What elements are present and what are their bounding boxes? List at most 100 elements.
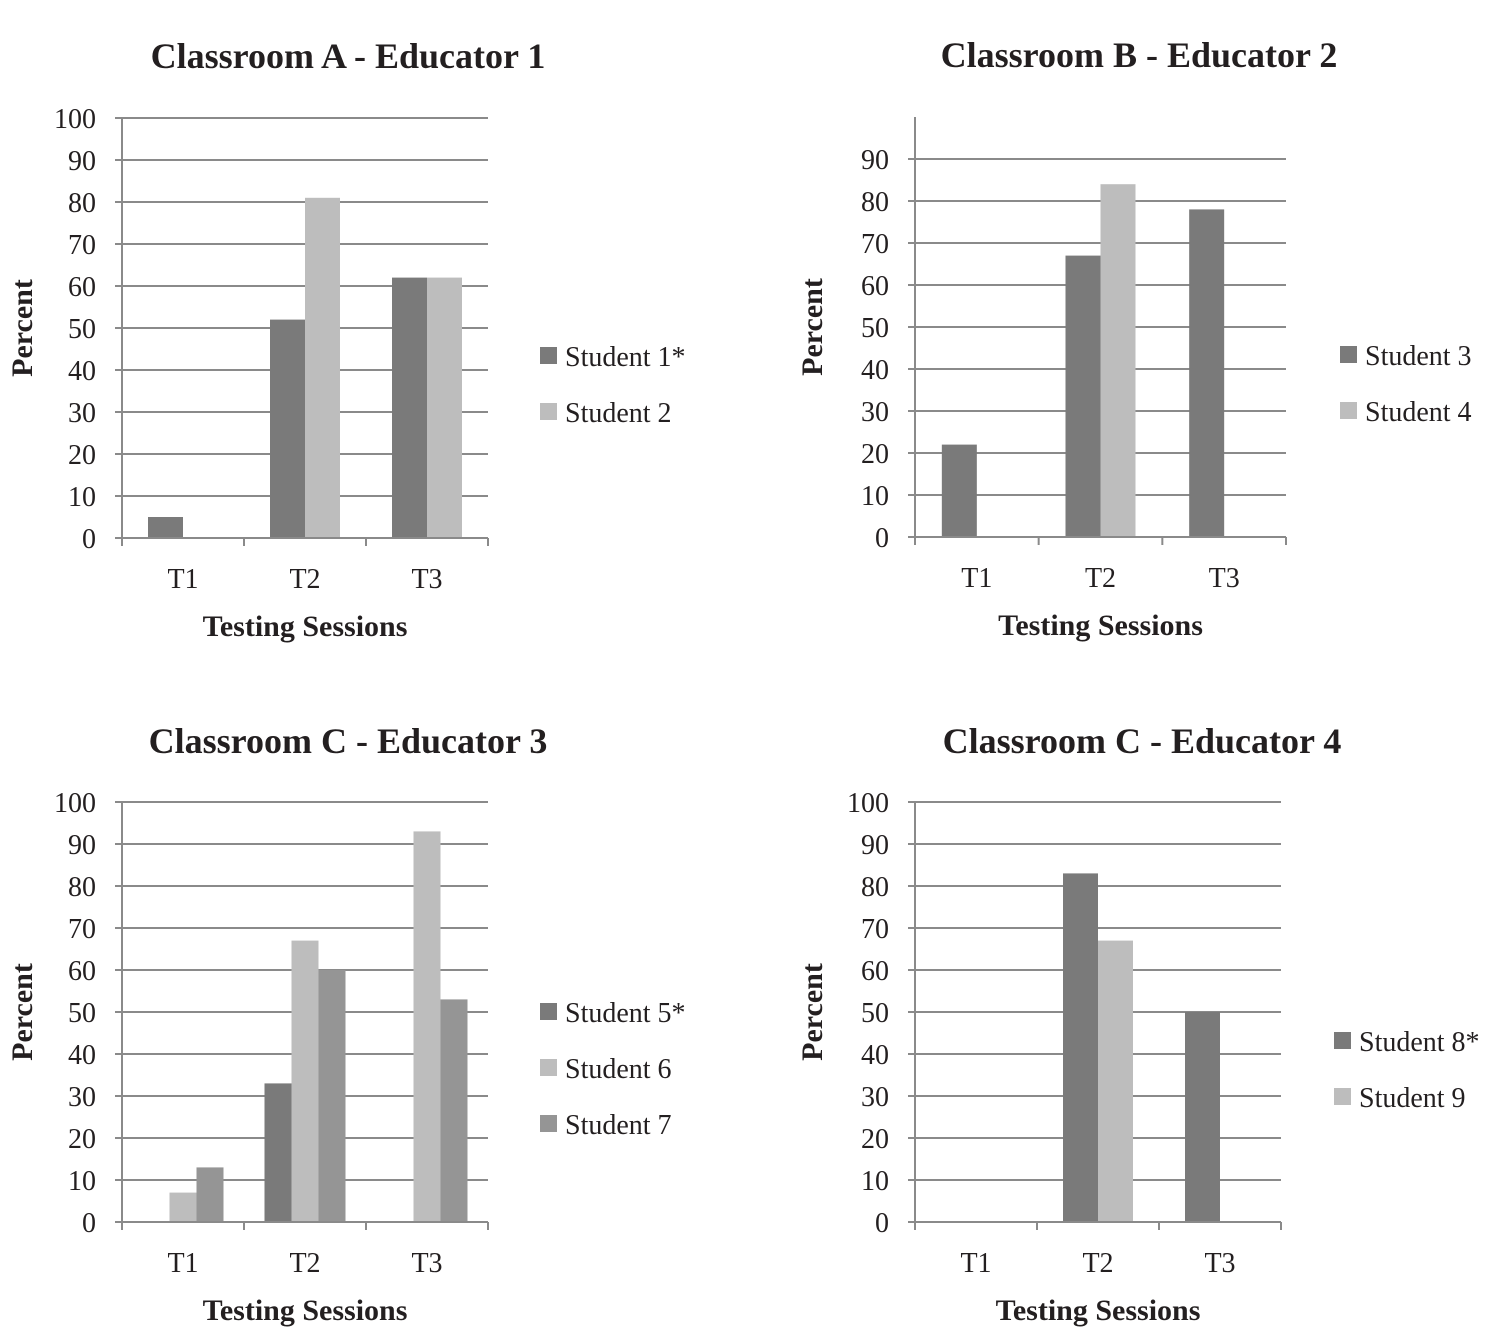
y-tick-label: 80 [861, 187, 889, 218]
y-axis-title: Percent [6, 963, 39, 1061]
legend-label: Student 7 [565, 1110, 672, 1141]
x-tick-label: T1 [961, 563, 992, 594]
bar [305, 197, 340, 539]
legend-swatch [1334, 1032, 1351, 1049]
y-tick-label: 50 [68, 314, 96, 345]
y-tick-label: 80 [861, 872, 889, 903]
bar [196, 1167, 224, 1222]
chart-title: Classroom A - Educator 1 [151, 36, 546, 76]
bar [1065, 255, 1101, 537]
chart-panel: Classroom C - Educator 3 0 10 20 30 40 50 60 70 8… [6, 721, 686, 1327]
y-tick-label: 100 [54, 788, 96, 819]
x-tick-label: T3 [411, 564, 442, 595]
y-tick-label: 0 [82, 1208, 96, 1239]
y-tick-label: 50 [68, 998, 96, 1029]
y-tick-label: 20 [68, 1124, 96, 1155]
x-axis-title: Testing Sessions [203, 1294, 408, 1327]
x-tick-label: T1 [167, 1248, 198, 1279]
y-tick-label: 90 [861, 145, 889, 176]
chart-panel: Classroom C - Educator 4 0 10 20 30 40 50 60 70 8… [796, 721, 1480, 1327]
bar [1098, 940, 1133, 1222]
y-tick-label: 80 [68, 872, 96, 903]
y-tick-label: 70 [68, 914, 96, 945]
y-tick-label: 30 [861, 1082, 889, 1113]
bar [413, 831, 441, 1222]
bar [318, 970, 346, 1222]
y-tick-label: 10 [68, 1166, 96, 1197]
x-tick-label: T3 [1209, 563, 1240, 594]
bar [1063, 873, 1098, 1222]
chart-panel: Classroom A - Educator 1 0 10 20 30 40 50 60 70 8… [6, 36, 686, 643]
bar [291, 940, 319, 1222]
legend-swatch [540, 1115, 557, 1132]
x-tick-label: T1 [960, 1248, 991, 1279]
bar [440, 999, 468, 1222]
y-tick-label: 60 [68, 956, 96, 987]
x-tick-label: T2 [289, 564, 320, 595]
legend-swatch [540, 1003, 557, 1020]
y-tick-label: 80 [68, 188, 96, 219]
bar [392, 277, 427, 538]
legend-label: Student 1* [565, 342, 686, 373]
legend-label: Student 5* [565, 998, 686, 1029]
legend-label: Student 2 [565, 398, 672, 429]
y-tick-label: 30 [861, 397, 889, 428]
chart-panel: Classroom B - Educator 2 0 10 20 30 40 50 60 70 8… [796, 35, 1472, 642]
y-tick-label: 60 [861, 271, 889, 302]
y-axis-title: Percent [796, 278, 829, 376]
y-axis-title: Percent [6, 279, 39, 377]
x-tick-label: T1 [167, 564, 198, 595]
bar [264, 1083, 292, 1222]
y-tick-label: 10 [861, 481, 889, 512]
legend-label: Student 8* [1359, 1027, 1480, 1058]
y-tick-label: 60 [68, 272, 96, 303]
y-tick-label: 70 [68, 230, 96, 261]
x-axis-title: Testing Sessions [998, 609, 1203, 642]
chart-title: Classroom C - Educator 3 [149, 721, 548, 761]
legend-swatch [540, 347, 557, 364]
y-tick-label: 70 [861, 229, 889, 260]
x-tick-label: T2 [1085, 563, 1116, 594]
x-axis-title: Testing Sessions [996, 1294, 1201, 1327]
y-tick-label: 20 [68, 440, 96, 471]
y-tick-label: 0 [875, 523, 889, 554]
legend-label: Student 6 [565, 1054, 672, 1085]
y-tick-label: 30 [68, 1082, 96, 1113]
x-tick-label: T2 [289, 1248, 320, 1279]
legend-label: Student 3 [1365, 341, 1472, 372]
bar [1100, 184, 1136, 537]
y-axis-title: Percent [796, 963, 829, 1061]
bar [427, 277, 462, 538]
legend-swatch [1340, 346, 1357, 363]
y-tick-label: 0 [82, 524, 96, 555]
bar [270, 319, 305, 538]
y-tick-label: 100 [847, 788, 889, 819]
y-tick-label: 50 [861, 313, 889, 344]
y-tick-label: 20 [861, 439, 889, 470]
chart-title: Classroom B - Educator 2 [941, 35, 1338, 75]
legend-swatch [1340, 402, 1357, 419]
y-tick-label: 30 [68, 398, 96, 429]
bar [148, 517, 183, 538]
legend-label: Student 4 [1365, 397, 1472, 428]
y-tick-label: 40 [68, 356, 96, 387]
y-tick-label: 60 [861, 956, 889, 987]
legend-swatch [1334, 1088, 1351, 1105]
y-tick-label: 100 [54, 104, 96, 135]
legend-label: Student 9 [1359, 1083, 1466, 1114]
y-tick-label: 50 [861, 998, 889, 1029]
bar [1185, 1012, 1220, 1222]
y-tick-label: 90 [68, 830, 96, 861]
y-tick-label: 90 [68, 146, 96, 177]
y-tick-label: 20 [861, 1124, 889, 1155]
x-tick-label: T3 [411, 1248, 442, 1279]
chart-title: Classroom C - Educator 4 [943, 721, 1342, 761]
legend-swatch [540, 1059, 557, 1076]
y-tick-label: 40 [861, 355, 889, 386]
y-tick-label: 0 [875, 1208, 889, 1239]
y-tick-label: 10 [861, 1166, 889, 1197]
x-axis-title: Testing Sessions [203, 610, 408, 643]
x-tick-label: T3 [1204, 1248, 1235, 1279]
bar [169, 1192, 197, 1222]
